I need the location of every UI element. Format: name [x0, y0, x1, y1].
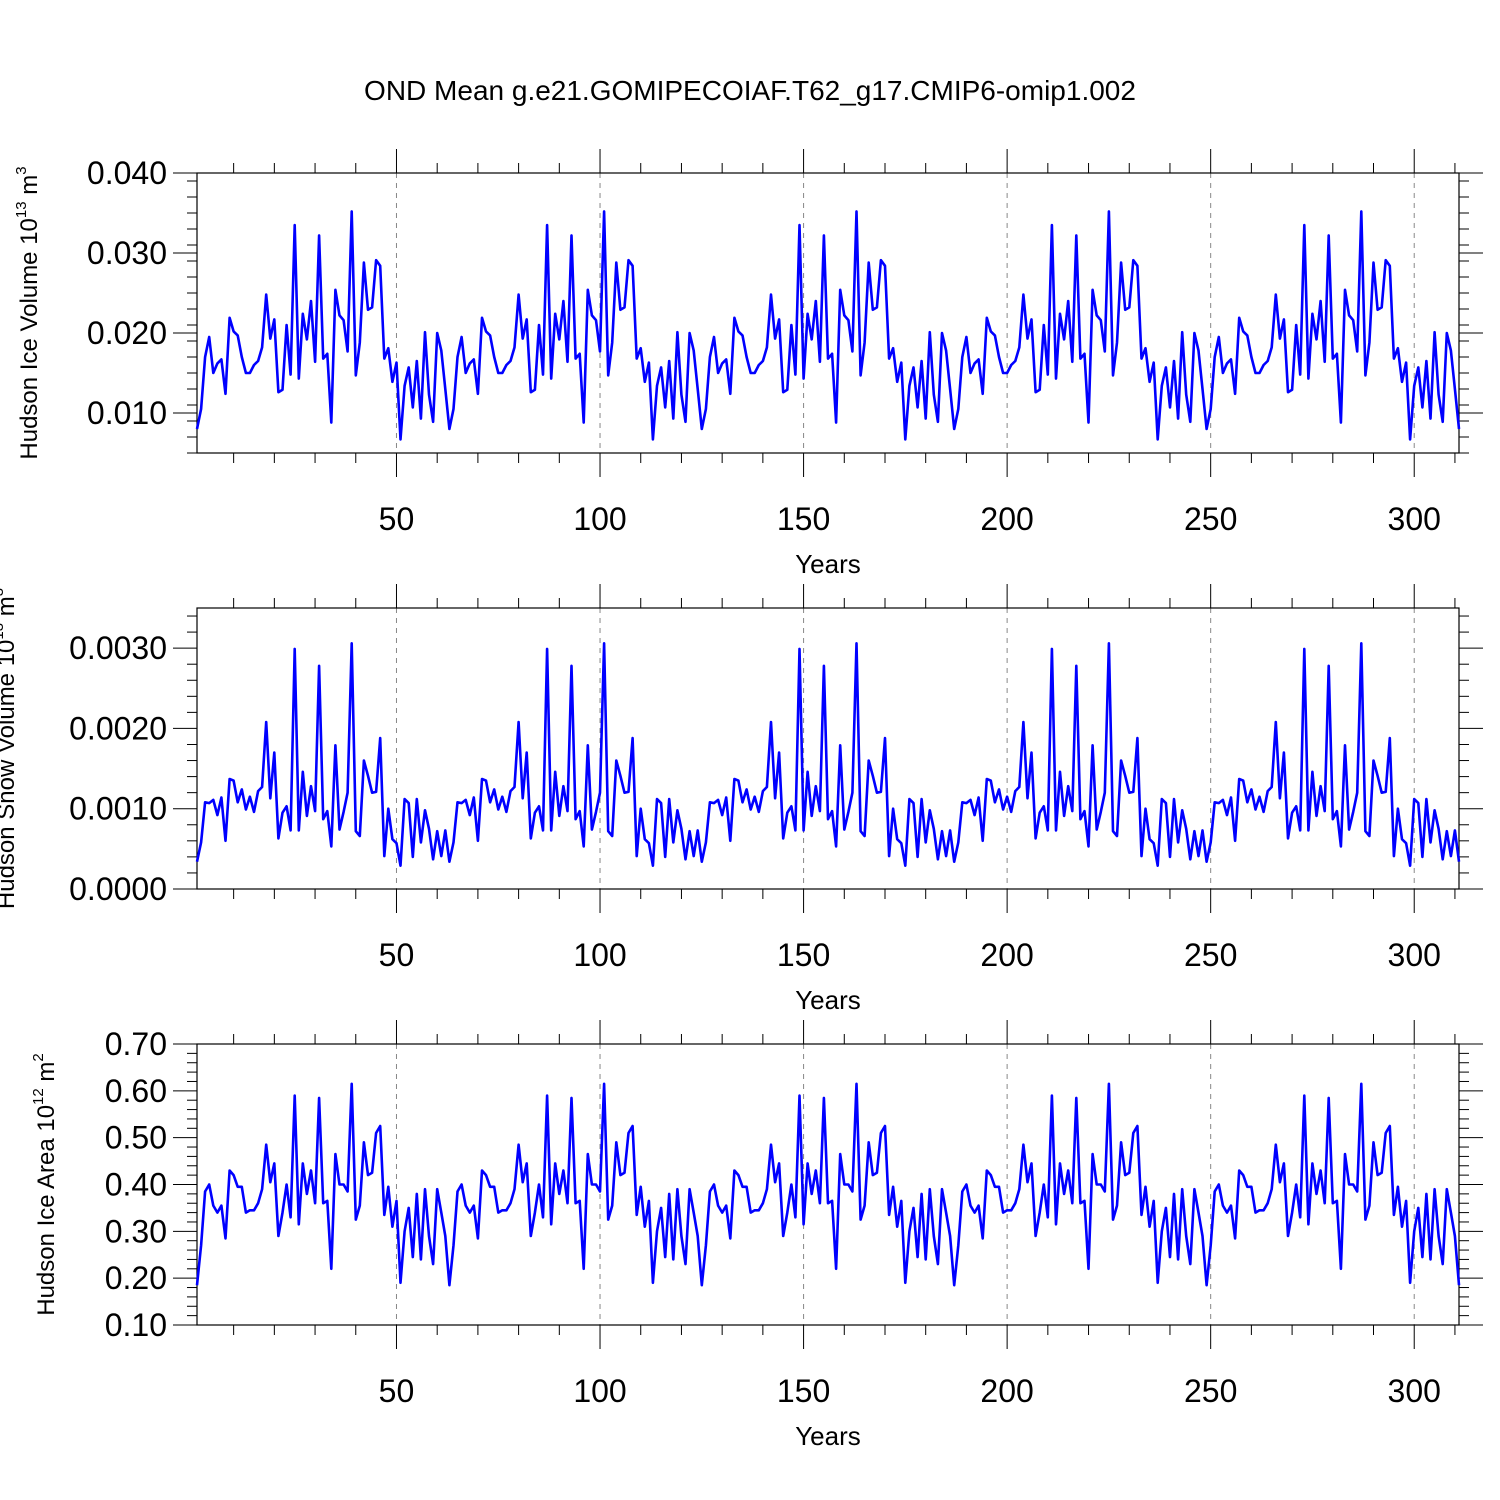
x-tick-label: 50	[379, 501, 415, 537]
x-tick-label: 50	[379, 1373, 415, 1409]
x-tick-label: 100	[573, 937, 626, 973]
x-tick-label: 50	[379, 937, 415, 973]
x-tick-label: 300	[1388, 937, 1441, 973]
x-tick-label: 250	[1184, 937, 1237, 973]
x-axis-title: Years	[795, 549, 861, 579]
x-axis-title: Years	[795, 985, 861, 1015]
y-tick-label: 0.30	[105, 1213, 167, 1249]
x-tick-label: 200	[980, 501, 1033, 537]
y-axis-title: Hudson Ice Volume 1013 m3	[13, 166, 43, 459]
series-line-ice-volume	[195, 210, 1461, 441]
y-axis-title-exponent: 13	[13, 201, 30, 218]
y-axis-title-exponent: 12	[30, 1088, 47, 1105]
y-axis-title-exponent: 2	[30, 1053, 47, 1061]
x-axis-title: Years	[795, 1421, 861, 1451]
y-axis-title-exponent: 3	[0, 588, 7, 596]
x-tick-label: 100	[573, 1373, 626, 1409]
y-tick-label: 0.0010	[69, 791, 167, 827]
y-tick-label: 0.040	[87, 155, 167, 191]
chart-title: OND Mean g.e21.GOMIPECOIAF.T62_g17.CMIP6…	[364, 75, 1136, 106]
y-tick-label: 0.10	[105, 1307, 167, 1343]
y-tick-label: 0.20	[105, 1260, 167, 1296]
x-tick-label: 100	[573, 501, 626, 537]
y-axis-title-unit: m	[33, 1062, 60, 1089]
y-tick-label: 0.0000	[69, 871, 167, 907]
y-axis-title: Hudson Ice Area 1012 m2	[30, 1053, 60, 1316]
x-tick-label: 150	[777, 501, 830, 537]
plot-frame	[196, 172, 1460, 454]
series-line-ice-area	[195, 1082, 1461, 1287]
y-axis-title-base: Hudson Ice Area 10	[33, 1105, 60, 1316]
y-tick-label: 0.020	[87, 315, 167, 351]
y-tick-label: 0.010	[87, 395, 167, 431]
x-tick-label: 150	[777, 1373, 830, 1409]
y-axis-title-base: Hudson Ice Volume 10	[16, 218, 43, 460]
plot-frame	[196, 607, 1460, 890]
y-axis-title-unit: m	[0, 596, 20, 623]
y-axis-title: Hudson Snow Volume 1013 m3	[0, 588, 20, 909]
x-tick-label: 200	[980, 1373, 1033, 1409]
x-tick-label: 150	[777, 937, 830, 973]
x-tick-label: 250	[1184, 501, 1237, 537]
y-axis-title-unit: m	[16, 175, 43, 202]
y-axis-title-exponent: 3	[13, 166, 30, 174]
panel-ice-area: 0.10 0.20 0.30 0.40 0.50 0.60 0.70 50 100 150 200 2…	[30, 1020, 1483, 1451]
x-tick-label: 200	[980, 937, 1033, 973]
series-line-snow-volume	[195, 641, 1461, 868]
y-tick-label: 0.0020	[69, 710, 167, 746]
panel-ice-volume: 0.010 0.020 0.030 0.040 50 100 150 200 250 300 Yea…	[13, 149, 1483, 579]
x-tick-label: 250	[1184, 1373, 1237, 1409]
panel-snow-volume: 0.0000 0.0010 0.0020 0.0030 50 100 150 200 250 30…	[0, 584, 1483, 1015]
x-tick-label: 300	[1388, 1373, 1441, 1409]
y-axis-title-exponent: 13	[0, 623, 7, 640]
y-tick-label: 0.70	[105, 1026, 167, 1062]
y-tick-label: 0.50	[105, 1120, 167, 1156]
y-tick-label: 0.0030	[69, 630, 167, 666]
y-tick-label: 0.030	[87, 235, 167, 271]
x-tick-label: 300	[1388, 501, 1441, 537]
y-tick-label: 0.40	[105, 1167, 167, 1203]
y-tick-label: 0.60	[105, 1073, 167, 1109]
y-axis-title-base: Hudson Snow Volume 10	[0, 640, 20, 910]
